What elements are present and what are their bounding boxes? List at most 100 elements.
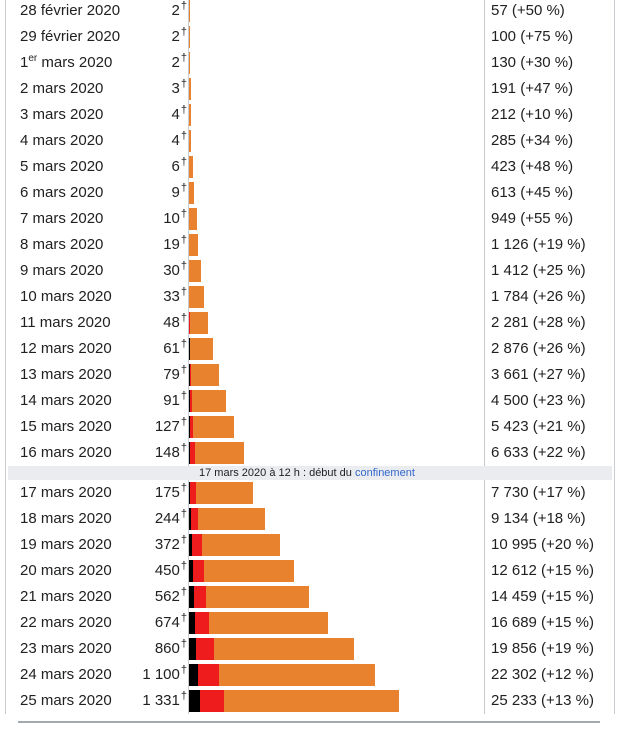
deaths-value: 9 [171, 184, 180, 201]
death-dagger-marker: † [180, 286, 187, 298]
bar-cases-segment [191, 390, 227, 412]
deaths-cell: 2† [172, 53, 187, 72]
deaths-value: 79 [163, 366, 180, 383]
bar-red-segment [192, 534, 202, 556]
date-cell: 5 mars 2020 [20, 158, 103, 175]
table-row: 14 mars 2020 91† 4 500 (+23 %) [6, 388, 614, 414]
bar-cases-segment [189, 156, 193, 178]
deaths-cell: 1 100† [142, 664, 187, 684]
deaths-cell: 2† [172, 27, 187, 46]
date-cell: 8 mars 2020 [20, 236, 103, 253]
cases-value: 12 612 (+15 %) [491, 562, 594, 579]
stacked-bar [189, 442, 245, 464]
deaths-value: 33 [163, 288, 180, 305]
bar-deaths-segment [189, 690, 201, 712]
date-label: 17 mars 2020 [20, 484, 112, 501]
table-row: 4 mars 2020 4† 285 (+34 %) [6, 128, 614, 154]
cases-value: 4 500 (+23 %) [491, 392, 586, 409]
deaths-value: 860 [154, 640, 180, 657]
death-dagger-marker: † [180, 0, 187, 12]
death-dagger-marker: † [180, 664, 187, 676]
cases-value: 423 (+48 %) [491, 158, 574, 175]
death-dagger-marker: † [180, 364, 187, 376]
deaths-value: 175 [154, 484, 180, 501]
deaths-cell: 10† [163, 209, 187, 228]
cases-value: 14 459 (+15 %) [491, 588, 594, 605]
bar-cases-segment [208, 612, 328, 634]
death-dagger-marker: † [180, 130, 187, 142]
bar-axis-line [188, 414, 189, 440]
bar-red-segment [189, 390, 192, 412]
stacked-bar [189, 416, 235, 438]
bar-cases-segment [201, 534, 281, 556]
deaths-value: 48 [163, 314, 180, 331]
cases-cell: 191 (+47 %) [484, 76, 615, 102]
cases-value: 10 995 (+20 %) [491, 536, 594, 553]
table-row: 29 février 2020 2† 100 (+75 %) [6, 24, 614, 50]
date-label: 21 mars 2020 [20, 588, 112, 605]
deaths-cell: 450† [155, 560, 187, 580]
deaths-value: 4 [171, 132, 180, 149]
date-label: 2 mars 2020 [20, 80, 104, 97]
death-dagger-marker: † [180, 442, 187, 454]
deaths-cell: 175† [154, 483, 187, 502]
table-row: 9 mars 2020 30† 1 412 (+25 %) [6, 258, 614, 284]
date-label: 23 mars 2020 [20, 640, 112, 657]
cases-value: 16 689 (+15 %) [491, 614, 594, 631]
cases-value: 130 (+30 %) [491, 54, 574, 71]
cases-value: 22 302 (+12 %) [491, 666, 594, 683]
bar-cases-segment [189, 312, 208, 334]
cases-cell: 10 995 (+20 %) [484, 532, 615, 558]
death-dagger-marker: † [180, 534, 187, 546]
confinement-link[interactable]: confinement [354, 467, 415, 479]
bar-axis-line [188, 636, 189, 662]
bar-cases-segment [189, 286, 204, 308]
bar-cases-segment [205, 586, 310, 608]
date-label: 14 mars 2020 [20, 392, 112, 409]
bar-red-segment [198, 664, 219, 686]
bar-axis-line [188, 558, 189, 584]
date-cell: 12 mars 2020 [20, 340, 112, 357]
bar-red-segment [196, 638, 215, 660]
cases-value: 25 233 (+13 %) [491, 692, 594, 709]
bar-axis-line [188, 50, 189, 76]
date-cell: 29 février 2020 [20, 28, 120, 45]
deaths-cell: 33† [163, 286, 187, 306]
date-label: 25 mars 2020 [20, 692, 112, 709]
bar-axis-line [188, 532, 189, 558]
stacked-bar [189, 312, 208, 334]
cases-cell: 9 134 (+18 %) [484, 506, 615, 532]
bar-red-segment [194, 612, 209, 634]
death-dagger-marker: † [180, 78, 187, 90]
stacked-bar [189, 338, 213, 360]
bar-axis-line [188, 24, 189, 50]
cases-value: 1 784 (+26 %) [491, 288, 586, 305]
lockdown-annotation: 17 mars 2020 à 12 h : début du confineme… [199, 466, 415, 480]
cases-cell: 130 (+30 %) [484, 50, 615, 76]
death-dagger-marker: † [180, 312, 187, 324]
cases-value: 9 134 (+18 %) [491, 510, 586, 527]
deaths-cell: 9† [171, 182, 187, 202]
death-dagger-marker: † [180, 234, 187, 246]
date-cell: 10 mars 2020 [20, 288, 112, 305]
death-dagger-marker: † [180, 182, 187, 194]
death-dagger-marker: † [180, 560, 187, 572]
table-row: 18 mars 2020 244† 9 134 (+18 %) [6, 506, 614, 532]
bar-axis-line [188, 128, 189, 154]
cases-cell: 12 612 (+15 %) [484, 558, 615, 584]
bar-red-segment [200, 690, 225, 712]
date-label: 10 mars 2020 [20, 288, 112, 305]
date-cell: 25 mars 2020 [20, 692, 112, 709]
cases-cell: 25 233 (+13 %) [484, 688, 615, 714]
death-dagger-marker: † [180, 338, 187, 350]
bar-deaths-segment [189, 664, 199, 686]
bar-axis-line [188, 440, 189, 466]
date-label: 1 [20, 54, 29, 71]
stacked-bar [189, 260, 201, 282]
bar-cases-segment [189, 130, 192, 152]
table-row: 11 mars 2020 48† 2 281 (+28 %) [6, 310, 614, 336]
date-label: 24 mars 2020 [20, 666, 112, 683]
cases-value: 100 (+75 %) [491, 28, 574, 45]
cases-value: 3 661 (+27 %) [491, 366, 586, 383]
bar-cases-segment [218, 664, 375, 686]
